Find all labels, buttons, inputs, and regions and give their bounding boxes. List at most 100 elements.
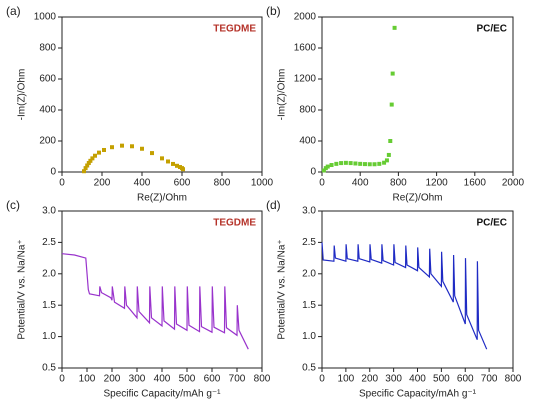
y-tick-label: 400 [299, 136, 316, 147]
y-tick-label: 1.5 [302, 300, 316, 311]
y-tick-label: 800 [299, 105, 316, 116]
data-point [377, 161, 382, 166]
data-point [348, 161, 353, 166]
legend-label: TEGDME [213, 218, 256, 229]
data-point [110, 145, 114, 150]
data-point [339, 161, 344, 166]
y-tick-label: 800 [39, 43, 56, 54]
x-tick-label: 400 [134, 178, 151, 189]
x-tick-label: 400 [352, 178, 369, 189]
data-point [388, 139, 393, 143]
data-point [120, 143, 124, 148]
x-tick-label: 2000 [502, 178, 525, 189]
data-point [140, 146, 144, 151]
data-point [97, 150, 101, 155]
data-point [181, 167, 185, 172]
x-tick-label: 100 [79, 374, 96, 385]
x-axis-label: Re(Z)/Ohm [393, 193, 443, 204]
data-point [367, 162, 372, 167]
y-tick-label: 2000 [294, 12, 317, 23]
data-point [372, 162, 377, 167]
data-point [166, 159, 170, 164]
data-point [160, 156, 164, 161]
plot-frame [321, 210, 514, 369]
x-tick-label: 100 [338, 374, 355, 385]
y-tick-label: 0 [310, 167, 316, 178]
x-tick-label: 0 [319, 374, 325, 385]
data-point [321, 168, 326, 173]
y-tick-label: 2.0 [42, 268, 56, 279]
plot-frame [61, 16, 263, 173]
x-tick-label: 1600 [464, 178, 487, 189]
data-point [382, 160, 387, 165]
data-point [386, 152, 391, 157]
x-axis-label: Specific Capacity/mAh g⁻¹ [104, 389, 222, 400]
data-point [343, 160, 348, 165]
panel-label: (b) [266, 4, 281, 18]
data-point [85, 163, 90, 168]
x-tick-label: 600 [174, 178, 191, 189]
x-tick-label: 300 [129, 374, 146, 385]
y-tick-label: 1600 [294, 43, 317, 54]
y-axis-label: Potential/V vs. Na/Na⁺ [277, 239, 288, 339]
y-tick-label: 0 [50, 167, 56, 178]
y-tick-label: 3.0 [42, 206, 56, 217]
y-tick-label: 1.5 [42, 300, 56, 311]
x-tick-label: 700 [229, 374, 246, 385]
plot-frame [321, 16, 514, 173]
y-axis-label: -Im(Z)/Ohm [277, 69, 288, 121]
data-point [102, 147, 106, 152]
x-tick-label: 800 [505, 374, 522, 385]
x-tick-label: 0 [59, 374, 65, 385]
data-point [358, 161, 363, 166]
x-tick-label: 500 [433, 374, 450, 385]
x-tick-label: 200 [104, 374, 121, 385]
y-tick-label: 0.5 [42, 363, 56, 374]
data-point [334, 161, 339, 166]
panel-label: (a) [6, 4, 21, 18]
panel: (d) Specific Capacity/mAh g⁻¹ Potential/V … [266, 198, 522, 399]
y-tick-label: 2.5 [302, 237, 316, 248]
legend-label: TEGDME [213, 24, 256, 35]
panel: (b) Re(Z)/Ohm -Im(Z)/Ohm 0 400 800 1200 1600 200… [266, 4, 525, 203]
data-point [150, 151, 154, 156]
x-axis-label: Specific Capacity/mAh g⁻¹ [359, 389, 477, 400]
data-point [392, 25, 397, 30]
y-tick-label: 1.0 [302, 331, 316, 342]
x-tick-label: 600 [457, 374, 474, 385]
x-tick-label: 200 [361, 374, 378, 385]
data-point [82, 169, 86, 174]
panel: (a) Re(Z)/Ohm -Im(Z)/Ohm 0 200 400 600 800 1000 0… [6, 4, 274, 203]
data-point [171, 161, 175, 166]
y-tick-label: 2.5 [42, 237, 56, 248]
y-axis-label: -Im(Z)/Ohm [17, 69, 28, 121]
data-point [175, 163, 179, 168]
x-axis-label: Re(Z)/Ohm [137, 193, 187, 204]
y-tick-label: 1200 [294, 74, 317, 85]
data-point [130, 144, 134, 149]
x-tick-label: 800 [254, 374, 271, 385]
x-tick-label: 0 [319, 178, 325, 189]
x-tick-label: 800 [390, 178, 407, 189]
data-point [88, 158, 93, 163]
x-tick-label: 1200 [425, 178, 448, 189]
data-point [325, 164, 330, 169]
data-point [83, 166, 88, 171]
y-tick-label: 1000 [34, 12, 57, 23]
y-tick-label: 400 [39, 105, 56, 116]
x-tick-label: 200 [94, 178, 111, 189]
plot-frame [61, 210, 263, 369]
panel-label: (d) [266, 198, 281, 212]
y-tick-label: 2.0 [302, 268, 316, 279]
legend-label: PC/EC [476, 218, 507, 229]
data-point [93, 153, 97, 158]
x-tick-label: 1000 [251, 178, 274, 189]
data-point [329, 163, 334, 168]
y-tick-label: 3.0 [302, 206, 316, 217]
x-tick-label: 600 [204, 374, 221, 385]
y-tick-label: 0.5 [302, 363, 316, 374]
data-point [362, 162, 367, 167]
x-tick-label: 800 [214, 178, 231, 189]
data-point [390, 71, 395, 76]
